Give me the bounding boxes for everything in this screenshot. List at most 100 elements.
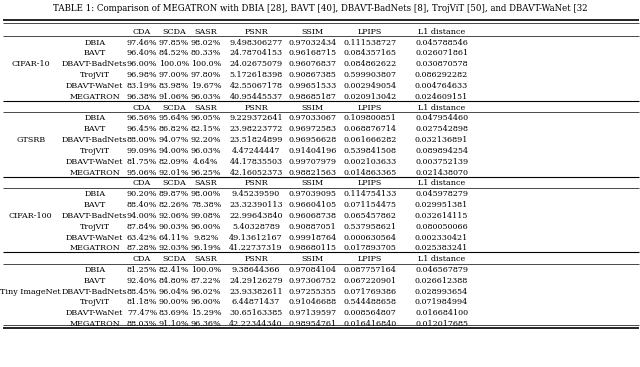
Text: 92.20%: 92.20% <box>191 136 221 144</box>
Text: 24.78704153: 24.78704153 <box>229 50 283 58</box>
Text: DBAVT-BadNets: DBAVT-BadNets <box>62 136 127 144</box>
Text: BAVT: BAVT <box>84 50 106 58</box>
Text: 100.0%: 100.0% <box>191 60 221 68</box>
Text: 0.539841508: 0.539841508 <box>344 147 396 155</box>
Text: BAVT: BAVT <box>84 277 106 285</box>
Text: SCDA: SCDA <box>162 28 186 36</box>
Text: 84.52%: 84.52% <box>159 50 189 58</box>
Text: 98.00%: 98.00% <box>191 190 221 198</box>
Text: 0.014863365: 0.014863365 <box>343 168 397 177</box>
Text: 0.046567879: 0.046567879 <box>415 266 468 274</box>
Text: 97.85%: 97.85% <box>159 39 189 47</box>
Text: 0.97032434: 0.97032434 <box>288 39 337 47</box>
Text: 96.36%: 96.36% <box>191 320 221 328</box>
Text: 96.00%: 96.00% <box>191 298 221 306</box>
Text: 0.002949054: 0.002949054 <box>343 82 397 90</box>
Text: 0.90887051: 0.90887051 <box>289 223 336 231</box>
Text: 0.027542898: 0.027542898 <box>415 125 468 133</box>
Text: 24.29126279: 24.29126279 <box>229 277 283 285</box>
Text: SCDA: SCDA <box>162 179 186 188</box>
Text: 90.20%: 90.20% <box>127 190 157 198</box>
Text: 0.98680115: 0.98680115 <box>288 244 337 252</box>
Text: 0.020913042: 0.020913042 <box>343 93 397 101</box>
Text: SASR: SASR <box>195 28 218 36</box>
Text: 0.91404196: 0.91404196 <box>288 147 337 155</box>
Text: 5.40328789: 5.40328789 <box>232 223 280 231</box>
Text: 4.47244447: 4.47244447 <box>232 147 280 155</box>
Text: 9.45239590: 9.45239590 <box>232 190 280 198</box>
Text: 0.97033067: 0.97033067 <box>288 115 337 123</box>
Text: LPIPS: LPIPS <box>358 103 382 112</box>
Text: 92.01%: 92.01% <box>159 168 189 177</box>
Text: 0.045978279: 0.045978279 <box>415 190 468 198</box>
Text: 0.061666282: 0.061666282 <box>343 136 397 144</box>
Text: 83.69%: 83.69% <box>159 309 189 317</box>
Text: 83.98%: 83.98% <box>159 82 189 90</box>
Text: 0.071154475: 0.071154475 <box>344 201 396 209</box>
Text: 30.65163385: 30.65163385 <box>229 309 283 317</box>
Text: 9.38644366: 9.38644366 <box>232 266 280 274</box>
Text: 81.18%: 81.18% <box>127 298 157 306</box>
Text: 0.537958621: 0.537958621 <box>343 223 397 231</box>
Text: 96.00%: 96.00% <box>191 223 221 231</box>
Text: SSIM: SSIM <box>301 103 323 112</box>
Text: TrojViT: TrojViT <box>79 223 110 231</box>
Text: 0.98821563: 0.98821563 <box>288 168 337 177</box>
Text: 87.84%: 87.84% <box>127 223 157 231</box>
Text: 64.11%: 64.11% <box>159 233 189 241</box>
Text: 0.96604105: 0.96604105 <box>288 201 337 209</box>
Text: 0.99918764: 0.99918764 <box>288 233 337 241</box>
Text: 84.80%: 84.80% <box>159 277 189 285</box>
Text: PSNR: PSNR <box>244 255 268 263</box>
Text: 49.13612167: 49.13612167 <box>229 233 283 241</box>
Text: 0.99707979: 0.99707979 <box>288 158 337 166</box>
Text: 96.38%: 96.38% <box>127 93 157 101</box>
Text: 97.80%: 97.80% <box>191 71 221 79</box>
Text: 0.016416840: 0.016416840 <box>343 320 397 328</box>
Text: 0.98685187: 0.98685187 <box>289 93 336 101</box>
Text: 0.026071861: 0.026071861 <box>415 50 468 58</box>
Text: 0.003752139: 0.003752139 <box>415 158 468 166</box>
Text: 95.64%: 95.64% <box>159 115 189 123</box>
Text: 0.024609151: 0.024609151 <box>415 93 468 101</box>
Text: TABLE 1: Comparison of MEGATRON with DBIA [28], BAVT [40], DBAVT-BadNets [8], Tr: TABLE 1: Comparison of MEGATRON with DBI… <box>52 4 588 13</box>
Text: 96.04%: 96.04% <box>159 288 189 296</box>
Text: 0.089894254: 0.089894254 <box>415 147 468 155</box>
Text: 4.64%: 4.64% <box>193 158 219 166</box>
Text: 0.97139597: 0.97139597 <box>288 309 337 317</box>
Text: 0.021438070: 0.021438070 <box>415 168 468 177</box>
Text: 82.26%: 82.26% <box>159 201 189 209</box>
Text: 0.114754133: 0.114754133 <box>343 190 397 198</box>
Text: TrojViT: TrojViT <box>79 147 110 155</box>
Text: 96.03%: 96.03% <box>191 147 221 155</box>
Text: 42.22344340: 42.22344340 <box>229 320 283 328</box>
Text: 0.96972583: 0.96972583 <box>288 125 337 133</box>
Text: 0.599903807: 0.599903807 <box>344 71 396 79</box>
Text: SSIM: SSIM <box>301 179 323 188</box>
Text: 0.084862622: 0.084862622 <box>343 60 397 68</box>
Text: LPIPS: LPIPS <box>358 179 382 188</box>
Text: 0.002103633: 0.002103633 <box>343 158 397 166</box>
Text: 0.90867385: 0.90867385 <box>289 71 336 79</box>
Text: 83.19%: 83.19% <box>127 82 157 90</box>
Text: 89.87%: 89.87% <box>159 190 189 198</box>
Text: PSNR: PSNR <box>244 103 268 112</box>
Text: 0.97084104: 0.97084104 <box>288 266 337 274</box>
Text: 97.46%: 97.46% <box>127 39 157 47</box>
Text: SASR: SASR <box>195 103 218 112</box>
Text: 82.15%: 82.15% <box>191 125 221 133</box>
Text: 40.95445537: 40.95445537 <box>229 93 283 101</box>
Text: 0.068876714: 0.068876714 <box>344 125 396 133</box>
Text: 41.22737319: 41.22737319 <box>229 244 283 252</box>
Text: MEGATRON: MEGATRON <box>69 93 120 101</box>
Text: 94.00%: 94.00% <box>159 147 189 155</box>
Text: 87.22%: 87.22% <box>191 277 221 285</box>
Text: DBAVT-BadNets: DBAVT-BadNets <box>62 212 127 220</box>
Text: MEGATRON: MEGATRON <box>69 168 120 177</box>
Text: PSNR: PSNR <box>244 28 268 36</box>
Text: 0.002330421: 0.002330421 <box>415 233 468 241</box>
Text: 0.026612388: 0.026612388 <box>415 277 468 285</box>
Text: DBAVT-BadNets: DBAVT-BadNets <box>62 288 127 296</box>
Text: TrojViT: TrojViT <box>79 71 110 79</box>
Text: 94.07%: 94.07% <box>159 136 189 144</box>
